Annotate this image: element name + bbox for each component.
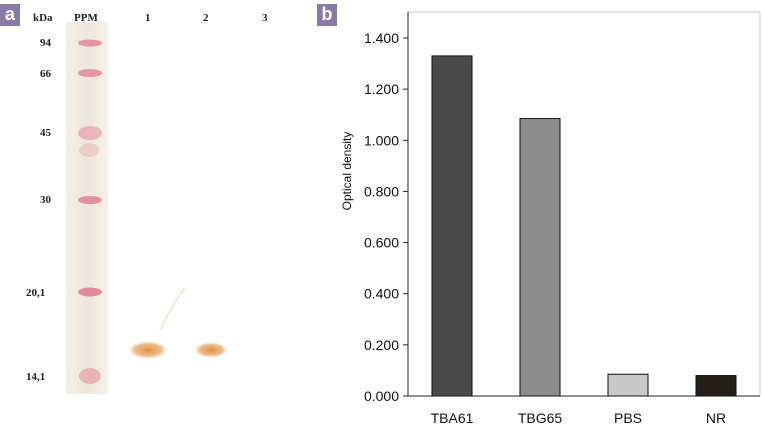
marker-label-45: 45	[40, 127, 52, 139]
bar-nr	[695, 375, 737, 397]
ladder-lane	[66, 22, 108, 394]
ladder-band-45	[78, 126, 102, 140]
x-tick-labels: TBA61 TBG65 PBS NR	[431, 410, 727, 426]
gel-lane-label-2: 2	[203, 12, 209, 24]
panel-a-badge: a	[0, 4, 20, 26]
gel-ladder-header: PPM	[74, 12, 98, 24]
gel-smear	[159, 287, 186, 331]
bar-pbs	[607, 373, 649, 397]
gel-unit-header: kDa	[33, 12, 53, 24]
y-tick-label: 1.200	[364, 81, 399, 97]
y-axis-title: Optical density	[340, 132, 354, 211]
marker-label-94: 94	[40, 37, 52, 49]
x-tick-label-tba61: TBA61	[431, 410, 474, 426]
y-tick-label: 0.600	[364, 235, 399, 251]
bar-chart: Optical density 0.000 0.200 0.400 0.600 0.80…	[340, 11, 761, 426]
marker-label-20-1: 20,1	[26, 287, 45, 299]
x-tick-label-pbs: PBS	[614, 410, 642, 426]
x-tick-label-nr: NR	[706, 410, 726, 426]
y-tick-label: 0.400	[364, 286, 399, 302]
ladder-band-66	[78, 69, 102, 77]
y-ticks: 0.000 0.200 0.400 0.600 0.800 1.000 1.200 1.400	[364, 30, 408, 404]
marker-label-66: 66	[40, 68, 52, 80]
marker-label-30: 30	[40, 194, 52, 206]
ladder-smear-45	[79, 143, 99, 157]
ladder-band-14-1	[79, 368, 101, 384]
ladder-band-20-1	[78, 287, 102, 297]
panel-b-badge: b	[317, 4, 337, 26]
y-tick-label: 0.000	[364, 388, 399, 404]
gel-lane-label-1: 1	[145, 12, 151, 24]
y-tick-label: 1.000	[364, 132, 399, 148]
ladder-band-94	[78, 39, 102, 47]
y-tick-label: 1.400	[364, 30, 399, 46]
y-tick-label: 0.200	[364, 337, 399, 353]
sample-band-lane-1	[128, 341, 168, 359]
x-tick-label-tbg65: TBG65	[518, 410, 563, 426]
bar-tba61	[431, 55, 473, 397]
gel-image: kDa PPM 1 2 3 94 66 45 30 20,1 14,1	[26, 12, 268, 394]
bars	[431, 55, 737, 397]
y-tick-label: 0.800	[364, 183, 399, 199]
marker-label-14-1: 14,1	[26, 371, 45, 383]
bar-tbg65	[519, 118, 561, 397]
ladder-band-30	[78, 196, 102, 204]
sample-band-lane-2	[194, 342, 228, 358]
gel-lane-label-3: 3	[262, 12, 268, 24]
